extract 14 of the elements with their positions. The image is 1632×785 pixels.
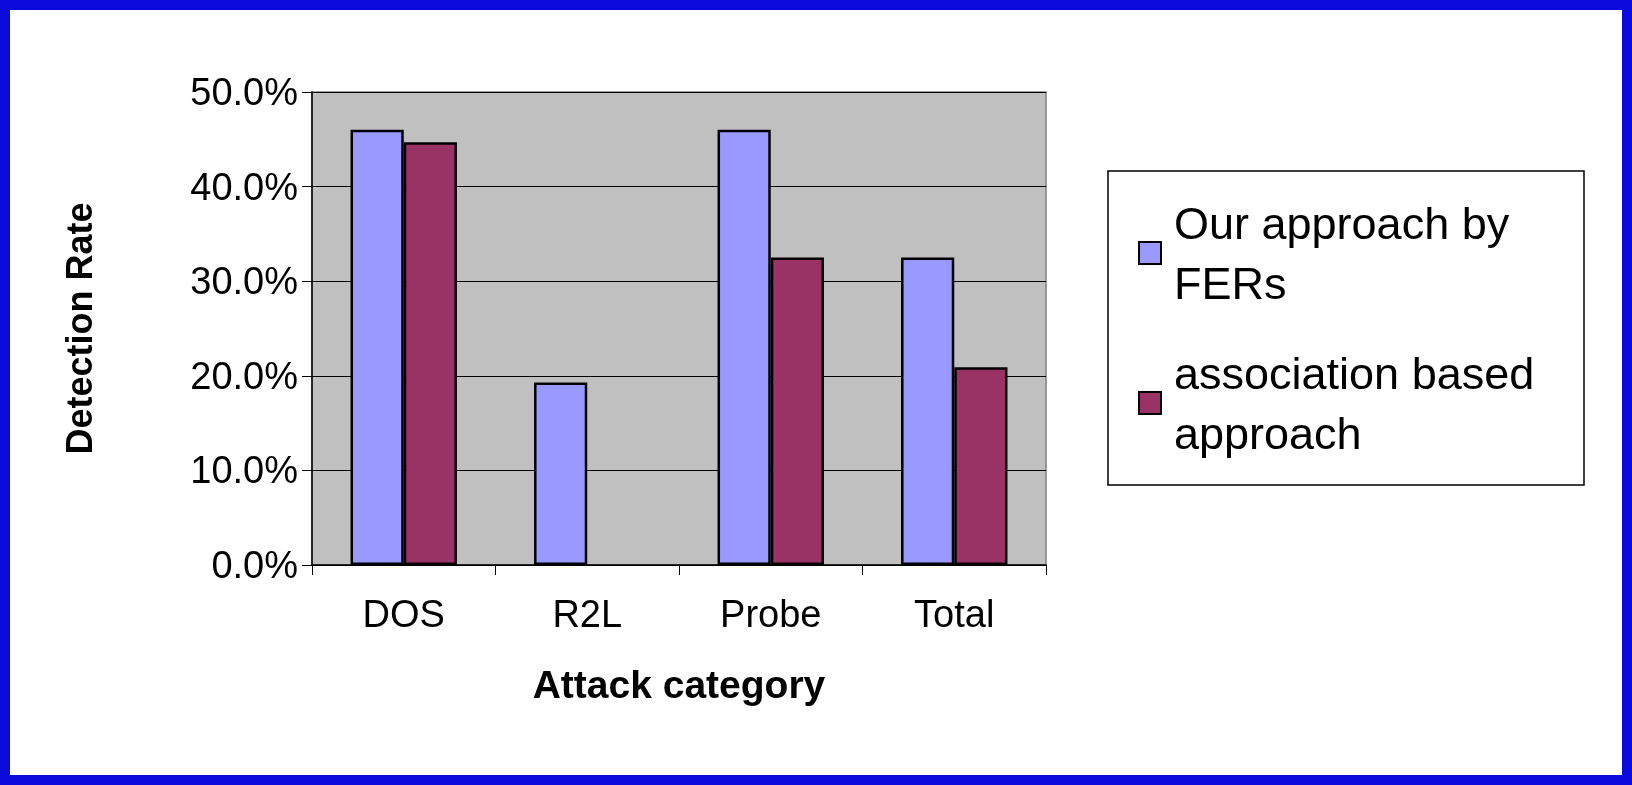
y-tick-label: 40.0% [190, 165, 298, 208]
y-tick-label: 10.0% [190, 449, 298, 492]
y-tick-label: 50.0% [190, 71, 298, 113]
legend-label: Our approach by FERs [1174, 197, 1522, 309]
y-tick-label: 20.0% [190, 354, 298, 397]
x-tick-label: Probe [720, 593, 822, 635]
x-tick-label: DOS [362, 593, 445, 635]
y-tick-label: 0.0% [211, 544, 298, 586]
x-axis-title: Attack category [532, 663, 826, 706]
x-tick-label: Total [914, 593, 995, 635]
y-tick-label: 30.0% [190, 260, 298, 303]
y-axis-title: Detection Rate [58, 202, 100, 455]
x-tick-label: R2L [552, 593, 623, 635]
legend-label: association based approach [1174, 347, 1547, 459]
